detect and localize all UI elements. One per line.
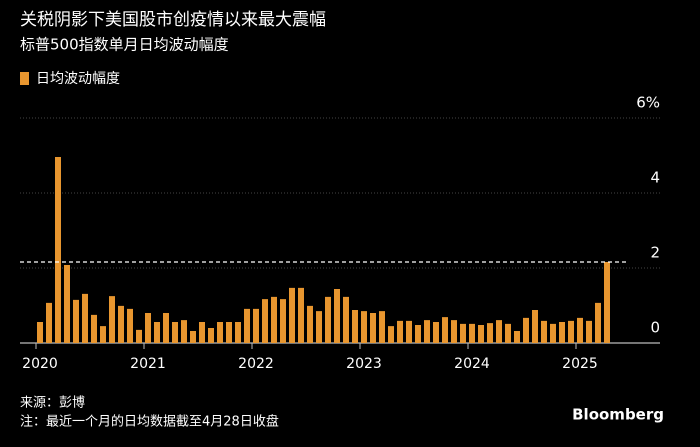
- bar: [280, 299, 286, 343]
- bar: [217, 322, 223, 343]
- bar: [550, 323, 556, 343]
- x-tick-label: 2023: [346, 356, 382, 372]
- bar: [289, 287, 295, 343]
- x-tick-label: 2025: [562, 356, 598, 372]
- bar: [253, 308, 259, 343]
- bar: [343, 296, 349, 343]
- bar: [325, 296, 331, 343]
- chart-subtitle: 标普500指数单月日均波动幅度: [20, 36, 229, 54]
- bar: [244, 308, 250, 343]
- bar: [37, 322, 43, 343]
- bar: [532, 310, 538, 343]
- bar: [46, 302, 52, 343]
- bar: [595, 302, 601, 343]
- bar: [406, 320, 412, 343]
- note: 注：最近一个月的日均数据截至4月28日收盘: [20, 414, 279, 430]
- bar: [145, 313, 151, 343]
- bar: [109, 296, 115, 343]
- bar: [262, 299, 268, 343]
- bar: [433, 322, 439, 343]
- bar: [361, 311, 367, 343]
- bar: [154, 322, 160, 343]
- bar: [136, 329, 142, 343]
- bar: [541, 320, 547, 343]
- bar: [64, 265, 70, 343]
- bar: [559, 322, 565, 343]
- x-tick-label: 2021: [130, 356, 166, 372]
- bar: [415, 325, 421, 343]
- y-tick-label: 4: [650, 169, 660, 187]
- bar: [316, 311, 322, 343]
- brand: Bloomberg: [572, 406, 664, 424]
- y-tick-label: 2: [650, 244, 660, 262]
- bar: [352, 310, 358, 343]
- x-tick-label: 2024: [454, 356, 490, 372]
- bar: [568, 320, 574, 343]
- bar: [379, 311, 385, 343]
- bar: [523, 317, 529, 343]
- bar: [424, 320, 430, 343]
- bar: [235, 322, 241, 343]
- bar: [127, 308, 133, 343]
- chart-title: 关税阴影下美国股市创疫情以来最大震幅: [20, 10, 326, 30]
- bar: [505, 323, 511, 343]
- y-tick-label: 6%: [636, 94, 660, 112]
- bar: [298, 287, 304, 343]
- bar: [478, 325, 484, 343]
- bar: [226, 322, 232, 343]
- legend-swatch: [20, 72, 29, 85]
- bar: [172, 322, 178, 343]
- bar: [334, 289, 340, 343]
- bar: [487, 323, 493, 343]
- bar: [604, 262, 610, 343]
- bar: [370, 313, 376, 343]
- bar: [577, 317, 583, 343]
- bar: [514, 331, 520, 343]
- bar: [55, 157, 61, 343]
- bar: [100, 326, 106, 343]
- bar: [208, 328, 214, 343]
- bar: [271, 296, 277, 343]
- bar: [91, 314, 97, 343]
- legend-label: 日均波动幅度: [36, 71, 120, 87]
- bar: [460, 323, 466, 343]
- bar: [397, 320, 403, 343]
- x-tick-label: 2022: [238, 356, 274, 372]
- bar: [118, 305, 124, 343]
- y-tick-label: 0: [650, 319, 660, 337]
- x-tick-label: 2020: [22, 356, 58, 372]
- bar: [496, 320, 502, 343]
- bar: [73, 299, 79, 343]
- bar: [388, 326, 394, 343]
- bar: [442, 317, 448, 343]
- bar: [199, 322, 205, 343]
- source: 来源：彭博: [20, 396, 85, 411]
- bar: [469, 323, 475, 343]
- bar: [190, 331, 196, 343]
- bar: [163, 313, 169, 343]
- bar: [82, 293, 88, 343]
- bar: [586, 320, 592, 343]
- bar: [181, 320, 187, 343]
- bar: [451, 320, 457, 343]
- bar: [307, 305, 313, 343]
